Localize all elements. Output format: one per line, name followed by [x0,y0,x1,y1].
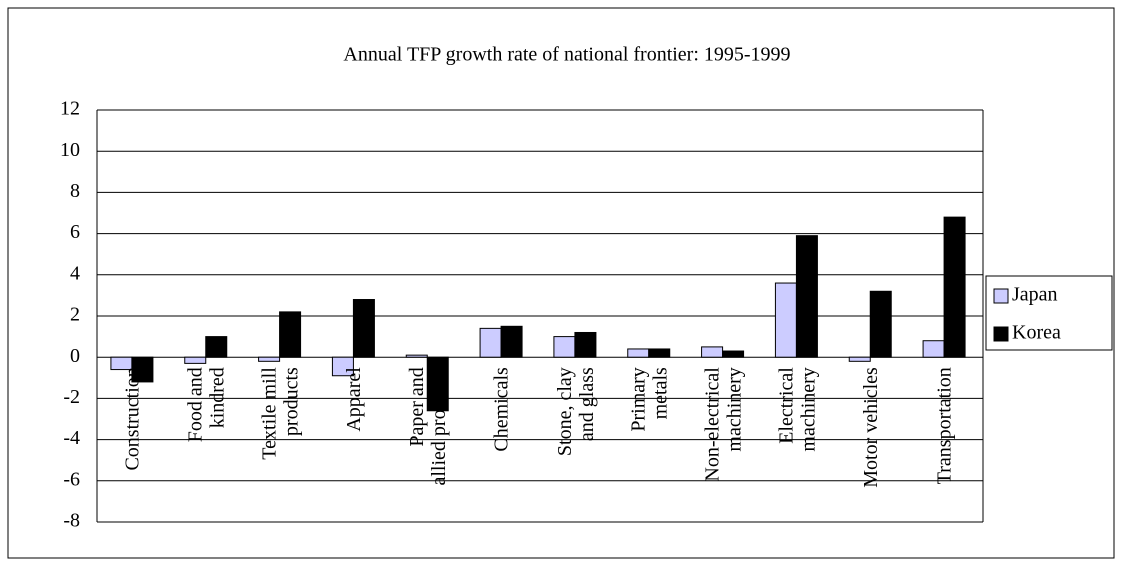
y-tick-label: 0 [70,345,80,367]
x-tick-label: Motor vehicles [860,367,882,488]
legend-swatch [993,326,1009,342]
bar [722,350,745,358]
y-tick-label: -8 [63,510,80,532]
y-tick-label: -6 [63,468,80,490]
bar [574,331,597,358]
bar [279,311,302,358]
y-tick-label: 12 [60,98,80,120]
bar [922,340,945,358]
x-tick-label: Primarymetals [627,367,671,432]
y-tick-label: 10 [60,139,80,161]
bar [426,356,449,412]
y-tick-label: 8 [70,180,80,202]
bar [205,336,228,358]
legend-swatch [993,288,1009,304]
x-tick-label: Stone, clayand glass [554,367,598,456]
bar [869,290,892,358]
bar [795,235,818,358]
x-tick-label: Apparel [343,367,365,432]
bar [627,348,650,358]
bar [943,216,966,358]
bar [701,346,724,358]
y-tick-label: 4 [70,262,80,284]
bar [479,327,502,358]
x-tick-label: Electricalmachinery [775,367,819,452]
bar [258,356,281,362]
bar [553,336,576,358]
bar [774,282,797,358]
x-tick-label: Paper andallied products [406,367,450,486]
x-tick-label: Non-electricalmachinery [701,367,745,482]
legend-label: Japan [1012,284,1058,306]
bar [331,356,354,377]
chart-frame [7,7,1115,559]
x-tick-label: Chemicals [491,367,513,452]
y-tick-label: -2 [63,386,80,408]
y-tick-label: 2 [70,304,80,326]
y-tick-label: -4 [63,427,80,449]
x-tick-label: Transportation [934,367,956,484]
x-tick-label: Construction [122,367,144,470]
bar [131,356,154,383]
y-tick-label: 6 [70,221,80,243]
legend-label: Korea [1012,322,1061,344]
bar [500,325,523,358]
bar [184,356,207,364]
x-tick-label: Food andkindred [184,367,228,442]
x-tick-label: Textile millproducts [258,367,302,460]
bar [648,348,671,358]
bar [352,299,375,358]
bar [405,354,428,358]
bar [848,356,871,362]
chart-title: Annual TFP growth rate of national front… [343,44,790,66]
